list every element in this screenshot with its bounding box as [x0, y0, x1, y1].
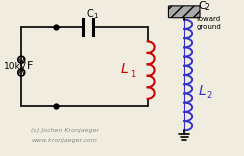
Text: 1: 1: [93, 13, 98, 19]
Text: toward: toward: [197, 16, 221, 22]
Text: L: L: [121, 62, 129, 76]
Text: 2: 2: [206, 91, 212, 100]
Text: 2: 2: [205, 3, 210, 12]
Text: www.kronjaeger.com: www.kronjaeger.com: [31, 138, 97, 143]
Text: C: C: [198, 1, 206, 11]
Text: F: F: [27, 61, 34, 71]
Text: 1: 1: [130, 70, 135, 78]
Text: (c) Jochen Kronjaeger: (c) Jochen Kronjaeger: [31, 128, 99, 133]
Text: 10kV: 10kV: [3, 62, 26, 71]
Text: ground: ground: [197, 24, 222, 30]
Text: L: L: [198, 84, 206, 98]
Text: C: C: [86, 9, 93, 19]
FancyBboxPatch shape: [168, 6, 200, 18]
